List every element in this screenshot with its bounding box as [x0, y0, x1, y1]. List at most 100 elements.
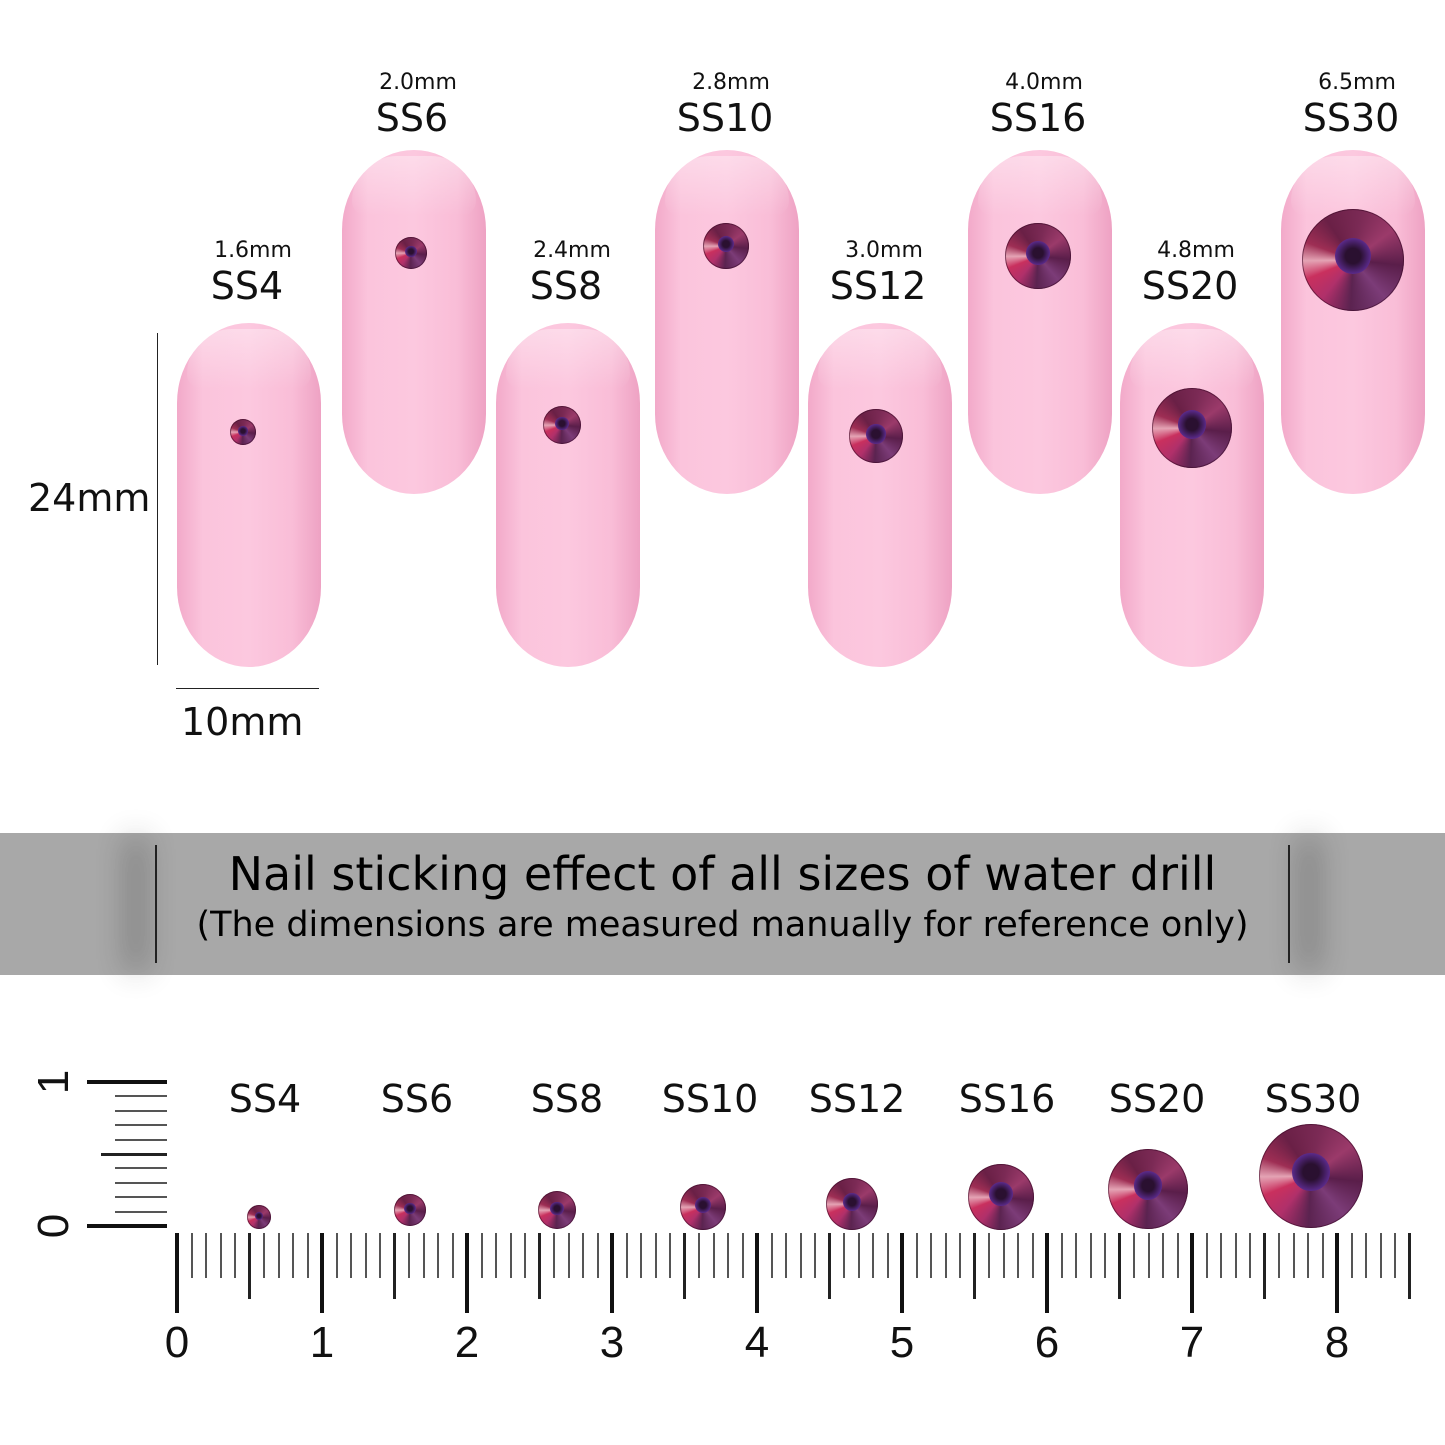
rhinestone-ss12 — [849, 409, 903, 463]
vertical-ruler-number: 0 — [29, 1213, 79, 1239]
banner-title: Nail sticking effect of all sizes of wat… — [228, 847, 1217, 901]
ruler-tick — [553, 1233, 555, 1278]
ruler-tick — [973, 1233, 976, 1299]
size-mm-label: 2.0mm — [379, 70, 457, 95]
size-code-label: SS30 — [1302, 96, 1400, 140]
ruler-size-label: SS10 — [661, 1077, 759, 1121]
ruler-tick — [828, 1233, 831, 1299]
nail — [177, 323, 321, 667]
ruler-tick — [495, 1233, 497, 1278]
ruler-tick — [654, 1233, 657, 1278]
ruler-tick — [1394, 1233, 1396, 1278]
ruler-tick — [175, 1233, 179, 1313]
ruler-tick — [669, 1233, 671, 1278]
ruler-tick — [1017, 1233, 1019, 1278]
rhinestone-ss4 — [230, 419, 256, 445]
ruler-tick — [988, 1233, 990, 1278]
vertical-ruler-tick — [115, 1109, 167, 1112]
ruler-tick — [872, 1233, 874, 1278]
ruler-tick — [596, 1233, 599, 1278]
ruler-tick — [451, 1233, 454, 1278]
ruler-number: 0 — [164, 1318, 190, 1367]
ruler-tick — [640, 1233, 642, 1278]
ruler-rhinestone-ss10 — [680, 1184, 726, 1230]
ruler-tick — [857, 1233, 860, 1278]
ruler-tick — [538, 1233, 541, 1299]
size-mm-label: 1.6mm — [214, 238, 292, 263]
vertical-ruler-tick — [115, 1210, 167, 1213]
ruler-size-label: SS20 — [1108, 1077, 1206, 1121]
vertical-ruler-tick — [87, 1080, 167, 1084]
ruler-tick — [364, 1233, 367, 1278]
ruler-tick — [1249, 1233, 1251, 1278]
ruler-tick — [1133, 1233, 1135, 1278]
ruler-tick — [408, 1233, 410, 1278]
ruler-rhinestone-ss12 — [826, 1178, 878, 1230]
ruler-rhinestone-ss30 — [1259, 1124, 1363, 1228]
ruler-tick — [1263, 1233, 1266, 1299]
ruler-tick — [465, 1233, 469, 1313]
ruler-tick — [1031, 1233, 1034, 1278]
ruler-tick — [248, 1233, 251, 1299]
size-code-label: SS4 — [210, 264, 284, 308]
ruler-tick — [799, 1233, 802, 1278]
ruler-tick — [959, 1233, 961, 1278]
ruler-tick — [480, 1233, 483, 1278]
ruler-tick — [915, 1233, 918, 1278]
ruler-tick — [567, 1233, 570, 1278]
ruler-tick — [1278, 1233, 1280, 1278]
ruler-tick — [1307, 1233, 1309, 1278]
ruler-number: 1 — [309, 1318, 335, 1367]
ruler-number: 4 — [744, 1318, 770, 1367]
ruler-tick — [1104, 1233, 1106, 1278]
ruler-tick — [205, 1233, 207, 1278]
ruler-tick — [741, 1233, 744, 1278]
left-arrow-icon — [155, 845, 157, 963]
vertical-ruler-tick — [115, 1167, 167, 1170]
ruler-tick — [1350, 1233, 1353, 1278]
ruler-size-label: SS12 — [808, 1077, 906, 1121]
rhinestone-ss20 — [1152, 388, 1232, 468]
ruler-tick — [625, 1233, 628, 1278]
ruler-tick — [712, 1233, 715, 1278]
ruler-size-label: SS6 — [380, 1077, 454, 1121]
rhinestone-ss8 — [543, 406, 581, 444]
ruler-number: 5 — [889, 1318, 915, 1367]
height-scale-label: 24mm — [28, 476, 151, 520]
ruler-tick — [814, 1233, 816, 1278]
ruler-rhinestone-ss8 — [538, 1191, 576, 1229]
size-mm-label: 4.0mm — [1005, 70, 1083, 95]
nail — [968, 150, 1112, 494]
ruler-tick — [509, 1233, 512, 1278]
size-mm-label: 3.0mm — [845, 238, 923, 263]
vertical-ruler-tick — [87, 1224, 167, 1228]
ruler-tick — [1205, 1233, 1208, 1278]
vertical-ruler-tick — [115, 1138, 167, 1141]
ruler-tick — [770, 1233, 773, 1278]
ruler-number: 6 — [1034, 1318, 1060, 1367]
ruler-number: 8 — [1324, 1318, 1350, 1367]
vertical-ruler-tick — [115, 1181, 167, 1184]
size-code-label: SS20 — [1141, 264, 1239, 308]
ruler-tick — [1321, 1233, 1324, 1278]
vertical-ruler-tick — [115, 1196, 167, 1199]
ruler-tick — [263, 1233, 265, 1278]
ruler-tick — [1060, 1233, 1063, 1278]
ruler-tick — [320, 1233, 324, 1313]
ruler-tick — [944, 1233, 947, 1278]
ruler-size-label: SS4 — [228, 1077, 302, 1121]
ruler-tick — [190, 1233, 193, 1278]
ruler-tick — [1002, 1233, 1005, 1278]
ruler-tick — [843, 1233, 845, 1278]
ruler-tick — [437, 1233, 439, 1278]
size-mm-label: 2.4mm — [533, 238, 611, 263]
ruler-tick — [1176, 1233, 1179, 1278]
ruler-tick — [1408, 1233, 1411, 1299]
nail — [655, 150, 799, 494]
size-mm-label: 4.8mm — [1157, 238, 1235, 263]
ruler-tick — [1162, 1233, 1164, 1278]
ruler-tick — [422, 1233, 425, 1278]
ruler-tick — [610, 1233, 614, 1313]
ruler-tick — [292, 1233, 294, 1278]
ruler-number: 3 — [599, 1318, 625, 1367]
